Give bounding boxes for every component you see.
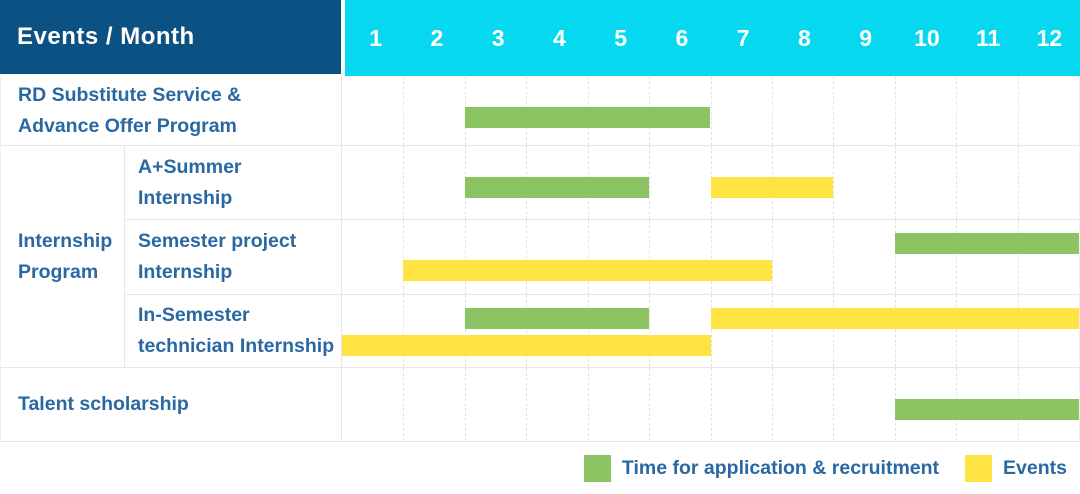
month-gridline [956, 220, 958, 294]
month-header-cell: 6 [675, 24, 689, 51]
application-bar [894, 233, 1079, 254]
row-label-rd-substitute-service: RD Substitute Service & Advance Offer Pr… [1, 76, 342, 145]
event-bar [710, 308, 1079, 329]
month-gridline [710, 220, 712, 294]
month-gridline [771, 295, 773, 367]
month-gridline [464, 368, 466, 441]
month-gridline [403, 146, 405, 219]
month-gridline [526, 220, 528, 294]
month-gridline [710, 295, 712, 367]
month-gridline [771, 220, 773, 294]
month-gridline [1017, 146, 1019, 219]
internship-sub-rows: A+Summer Internship Semester project Int… [125, 146, 1079, 367]
month-gridline [956, 76, 958, 145]
month-gridline [403, 76, 405, 145]
events-month-table: Events / Month 1 2 3 4 5 6 7 8 9 10 11 12 RD Substi… [0, 0, 1080, 442]
month-gridline [710, 76, 712, 145]
month-gridline [1017, 76, 1019, 145]
month-header-cell: 12 [1036, 24, 1063, 51]
legend-item-event: Events [965, 454, 1067, 482]
legend-swatch-application [583, 454, 611, 482]
month-gridline [403, 220, 405, 294]
row-label-in-semester-technician-internship: In-Semester technician Internship [125, 295, 342, 367]
month-gridline [894, 146, 896, 219]
month-header-cell: 3 [491, 24, 505, 51]
table-body: RD Substitute Service & Advance Offer Pr… [0, 76, 1080, 442]
timeline-cell-in-semester-technician-internship [342, 295, 1079, 367]
month-gridline [833, 368, 835, 441]
month-gridline [587, 368, 589, 441]
table-row: Talent scholarship [1, 368, 1079, 442]
month-header-cell: 1 [369, 24, 383, 51]
month-gridline [1017, 295, 1019, 367]
month-gridline [894, 295, 896, 367]
legend-label-event: Events [1003, 456, 1067, 479]
month-gridline [956, 295, 958, 367]
row-label-a-plus-summer-internship: A+Summer Internship [125, 146, 342, 219]
month-gridline [526, 368, 528, 441]
timeline-cell-rd-substitute-service [342, 76, 1079, 145]
month-gridline [649, 220, 651, 294]
month-gridline [649, 146, 651, 219]
application-bar [464, 107, 711, 128]
month-header-cell: 2 [430, 24, 444, 51]
month-gridline [771, 76, 773, 145]
legend-swatch-event [965, 454, 993, 482]
month-gridline [833, 146, 835, 219]
month-gridline [526, 295, 528, 367]
table-row: In-Semester technician Internship [125, 295, 1079, 367]
event-bar [342, 335, 711, 356]
row-label-talent-scholarship: Talent scholarship [1, 368, 342, 441]
group-label-internship-program: Internship Program [1, 146, 125, 367]
application-bar [464, 308, 650, 329]
event-bar [403, 260, 772, 281]
month-header-cell: 4 [552, 24, 566, 51]
month-gridline [464, 220, 466, 294]
month-header-cell: 11 [975, 24, 1001, 51]
month-gridline [833, 76, 835, 145]
month-header-cell: 10 [914, 24, 940, 51]
legend-label-application: Time for application & recruitment [621, 456, 940, 479]
table-row: Semester project Internship [125, 220, 1079, 295]
month-gridline [649, 295, 651, 367]
month-gridline [1017, 220, 1019, 294]
table-header-row: Events / Month 1 2 3 4 5 6 7 8 9 10 11 12 [0, 0, 1080, 76]
month-gridline [771, 368, 773, 441]
month-gridline [894, 220, 896, 294]
month-gridline [403, 295, 405, 367]
month-gridline [649, 368, 651, 441]
legend: Time for application & recruitment Events [0, 442, 1080, 494]
month-gridline [464, 295, 466, 367]
application-bar [894, 399, 1079, 420]
month-gridline [710, 368, 712, 441]
table-row: A+Summer Internship [125, 146, 1079, 220]
legend-item-application: Time for application & recruitment [583, 454, 940, 482]
timeline-cell-semester-project-internship [342, 220, 1079, 294]
month-gridline [833, 295, 835, 367]
month-gridline [587, 295, 589, 367]
month-gridline [956, 146, 958, 219]
timeline-cell-talent-scholarship [342, 368, 1079, 441]
internship-program-group: Internship Program A+Summer Internship S… [1, 146, 1079, 368]
month-gridline [403, 368, 405, 441]
table-header-title: Events / Month [0, 0, 341, 74]
event-bar [710, 177, 834, 198]
month-header-cell: 5 [614, 24, 628, 51]
month-gridline [894, 76, 896, 145]
header-divider-gap [341, 0, 345, 76]
row-label-semester-project-internship: Semester project Internship [125, 220, 342, 294]
month-header-cell: 7 [736, 24, 750, 51]
month-gridline [833, 220, 835, 294]
month-gridline [587, 220, 589, 294]
application-bar [464, 177, 650, 198]
month-header-strip: 1 2 3 4 5 6 7 8 9 10 11 12 [345, 0, 1080, 76]
month-header-cell: 9 [859, 24, 873, 51]
month-header-cell: 8 [797, 24, 811, 51]
table-row: RD Substitute Service & Advance Offer Pr… [1, 76, 1079, 146]
timeline-cell-a-plus-summer-internship [342, 146, 1079, 219]
